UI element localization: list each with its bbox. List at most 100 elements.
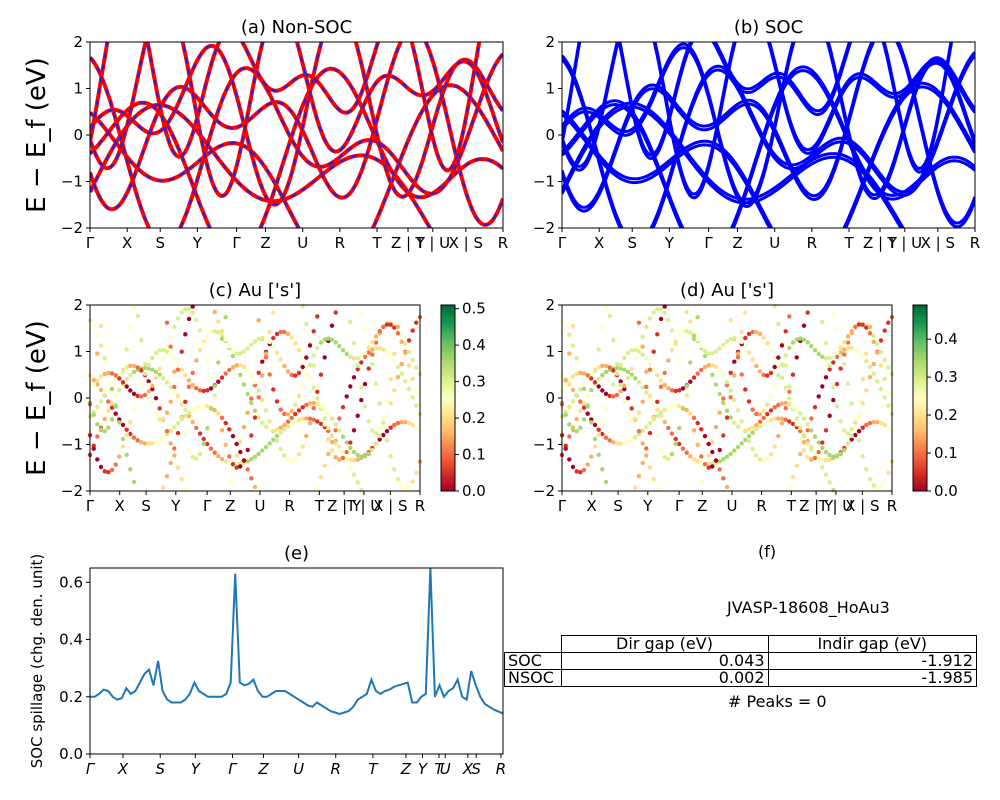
projection-point	[348, 445, 353, 451]
projection-point	[124, 347, 129, 352]
band-group	[90, 42, 503, 228]
projection-point	[344, 440, 349, 445]
projection-point	[135, 438, 140, 443]
projection-point	[757, 369, 763, 374]
projection-point	[164, 429, 170, 434]
projection-point	[567, 378, 572, 383]
projection-point	[326, 425, 331, 431]
projection-point	[230, 364, 236, 370]
projection-point	[106, 408, 111, 413]
projection-point	[820, 445, 825, 451]
projection-point	[592, 436, 598, 442]
projection-point	[285, 419, 291, 424]
projection-point	[355, 452, 360, 458]
projection-point	[329, 416, 335, 421]
projection-point	[252, 415, 258, 420]
projection-point	[172, 324, 177, 329]
projection-point	[263, 408, 269, 413]
projection-point	[161, 356, 166, 361]
colorbar-tick-label: 0.3	[934, 368, 958, 386]
projection-point	[395, 374, 401, 380]
projection-point	[263, 424, 269, 429]
projection-point	[410, 422, 415, 428]
projection-point	[827, 356, 832, 361]
projection-point	[139, 394, 144, 399]
projection-point	[878, 386, 884, 392]
projection-point	[739, 339, 744, 345]
projection-point	[776, 373, 781, 378]
projection-point	[845, 431, 851, 436]
projection-point	[765, 411, 770, 417]
projection-point	[860, 401, 865, 406]
projection-point	[300, 303, 305, 309]
projection-point	[373, 431, 379, 436]
projection-point	[827, 480, 832, 485]
projection-point	[230, 349, 236, 354]
panel-f-name: JVASP-18608_HoAu3	[727, 598, 890, 617]
projection-point	[384, 413, 390, 418]
projection-point	[695, 420, 700, 426]
projection-point	[820, 440, 825, 445]
projection-point	[315, 389, 320, 394]
projection-point	[307, 416, 313, 421]
projection-point	[95, 351, 100, 356]
projection-point	[589, 420, 594, 425]
projection-point	[721, 396, 726, 401]
x-tick-label: Z	[400, 760, 412, 778]
projection-point	[205, 388, 210, 393]
projection-point	[337, 343, 342, 349]
projection-point	[333, 428, 338, 433]
projection-point	[702, 434, 708, 439]
projection-point	[120, 368, 126, 373]
projection-point	[746, 438, 752, 444]
projection-point	[699, 427, 704, 432]
projection-point	[150, 367, 155, 372]
projection-point	[377, 427, 382, 432]
x-tick-label: Γ	[232, 234, 241, 252]
projection-point	[359, 454, 364, 459]
projection-point	[271, 387, 276, 392]
projection-point	[322, 406, 327, 412]
projection-point	[282, 453, 287, 458]
projection-point	[706, 461, 711, 467]
projection-point	[809, 447, 814, 452]
projection-point	[629, 348, 634, 353]
projection-point	[787, 419, 792, 424]
projection-point	[289, 415, 294, 421]
projection-point	[812, 455, 818, 461]
projection-point	[260, 398, 265, 403]
projection-point	[864, 422, 869, 428]
projection-point	[373, 441, 379, 447]
projection-point	[289, 372, 294, 378]
projection-point	[172, 453, 177, 458]
projection-point	[864, 467, 869, 472]
projection-point	[739, 426, 744, 432]
projection-point	[801, 416, 807, 421]
projection-point	[183, 399, 188, 404]
projection-point	[249, 433, 254, 438]
projection-point	[867, 364, 873, 370]
projection-point	[322, 355, 327, 360]
projection-point	[761, 421, 766, 426]
projection-point	[227, 427, 232, 432]
x-tick-label: U	[297, 234, 308, 252]
projection-point	[743, 429, 748, 434]
projection-point	[754, 411, 759, 417]
projection-point	[695, 337, 700, 342]
projection-point	[691, 375, 697, 380]
projection-point	[823, 458, 829, 463]
projection-point	[208, 375, 214, 380]
projection-point	[131, 479, 137, 485]
projection-point	[636, 345, 642, 350]
projection-point	[816, 455, 821, 460]
projection-point	[680, 386, 686, 391]
projection-point	[651, 415, 656, 420]
projection-point	[787, 396, 792, 401]
projection-point	[362, 404, 368, 409]
projection-point	[768, 348, 774, 353]
projection-point	[809, 428, 814, 433]
projection-point	[359, 385, 364, 390]
projection-point	[688, 330, 693, 335]
projection-point	[267, 329, 272, 335]
projection-point	[124, 376, 129, 382]
